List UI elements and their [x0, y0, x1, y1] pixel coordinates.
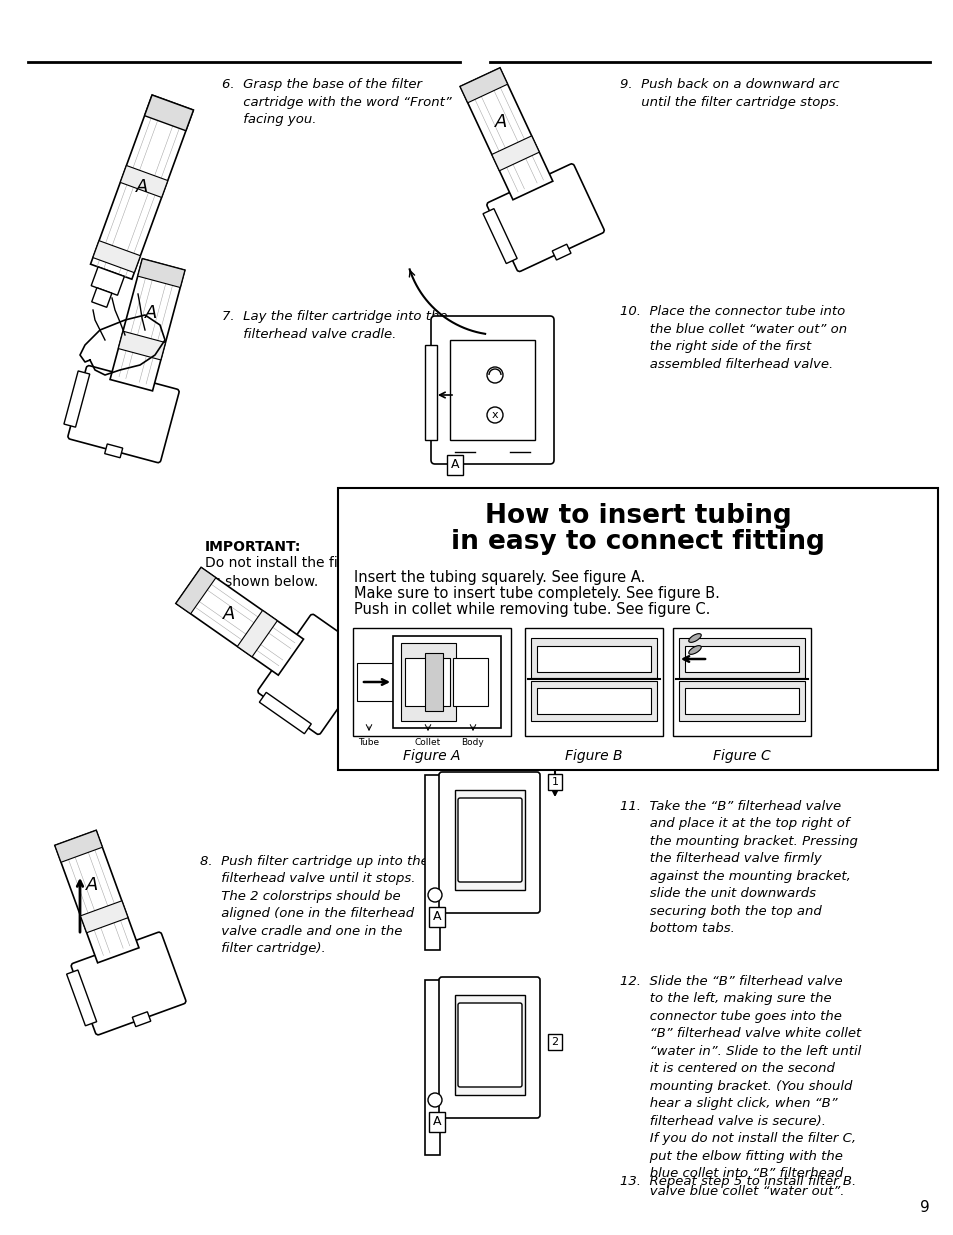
Bar — [91, 95, 193, 279]
Bar — [679, 638, 804, 678]
FancyBboxPatch shape — [438, 977, 539, 1118]
Bar — [684, 688, 799, 714]
Bar — [492, 136, 538, 170]
Text: 1: 1 — [551, 777, 558, 787]
Bar — [482, 209, 517, 263]
Bar — [110, 259, 185, 390]
Text: A: A — [144, 304, 156, 322]
Bar — [105, 443, 123, 458]
Bar — [453, 658, 488, 706]
Bar — [145, 95, 193, 131]
Text: How to insert tubing: How to insert tubing — [484, 503, 791, 529]
Text: A: A — [135, 178, 148, 196]
Text: 12.  Slide the “B” filterhead valve
       to the left, making sure the
       c: 12. Slide the “B” filterhead valve to th… — [619, 974, 861, 1198]
Text: A: A — [433, 910, 441, 924]
Bar — [524, 629, 662, 736]
Text: Figure A: Figure A — [403, 748, 460, 763]
Text: Insert the tubing squarely. See figure A.: Insert the tubing squarely. See figure A… — [354, 571, 644, 585]
Circle shape — [486, 408, 502, 424]
Text: A: A — [335, 657, 354, 673]
Bar — [91, 288, 112, 308]
Bar — [356, 663, 395, 701]
Bar — [424, 776, 439, 950]
Text: A: A — [433, 1115, 441, 1129]
Text: 10.  Place the connector tube into
       the blue collet “water out” on
       : 10. Place the connector tube into the bl… — [619, 305, 846, 370]
Bar — [537, 688, 650, 714]
Circle shape — [428, 888, 441, 902]
Bar — [175, 567, 303, 676]
Text: Collet: Collet — [415, 739, 440, 747]
Text: in easy to connect fitting: in easy to connect fitting — [451, 529, 824, 555]
FancyBboxPatch shape — [486, 164, 603, 272]
Ellipse shape — [688, 646, 700, 655]
Bar — [459, 68, 552, 200]
FancyBboxPatch shape — [457, 798, 521, 882]
Text: A: A — [223, 605, 235, 624]
Circle shape — [428, 1093, 441, 1107]
Text: A: A — [495, 114, 507, 131]
FancyBboxPatch shape — [457, 1003, 521, 1087]
FancyBboxPatch shape — [431, 316, 554, 464]
Text: 8.  Push filter cartridge up into the
     filterhead valve until it stops.
    : 8. Push filter cartridge up into the fil… — [200, 855, 428, 956]
Bar — [531, 680, 657, 721]
Text: A: A — [87, 876, 99, 894]
FancyBboxPatch shape — [257, 614, 373, 735]
Text: 13.  Repeat step 5 to install filter B.: 13. Repeat step 5 to install filter B. — [619, 1174, 856, 1188]
Bar — [424, 981, 439, 1155]
Bar — [393, 636, 500, 727]
Bar — [455, 995, 524, 1095]
Text: IMPORTANT:: IMPORTANT: — [205, 540, 301, 555]
Bar — [132, 1011, 151, 1026]
Text: 2: 2 — [551, 1037, 558, 1047]
Bar — [459, 68, 507, 103]
Bar — [80, 900, 128, 932]
Text: 11.  Take the “B” filterhead valve
       and place it at the top right of
     : 11. Take the “B” filterhead valve and pl… — [619, 800, 857, 935]
Bar — [405, 658, 450, 706]
Bar — [424, 653, 442, 711]
Text: Do not install the filter cartridge
as shown below.: Do not install the filter cartridge as s… — [205, 556, 429, 589]
Bar — [552, 245, 571, 261]
Bar — [337, 687, 355, 705]
Text: Figure C: Figure C — [713, 748, 770, 763]
Text: Make sure to insert tube completely. See figure B.: Make sure to insert tube completely. See… — [354, 585, 720, 601]
Bar — [450, 340, 535, 440]
Text: Figure B: Figure B — [565, 748, 622, 763]
Bar — [91, 267, 124, 295]
Bar — [400, 643, 456, 721]
FancyBboxPatch shape — [71, 932, 186, 1035]
Text: 9: 9 — [920, 1200, 929, 1215]
Bar — [531, 638, 657, 678]
FancyBboxPatch shape — [68, 366, 179, 463]
Text: x: x — [491, 410, 497, 420]
Bar — [679, 680, 804, 721]
Bar — [455, 790, 524, 890]
Circle shape — [486, 367, 502, 383]
Bar — [537, 646, 650, 672]
Bar — [684, 646, 799, 672]
Bar — [175, 567, 215, 614]
Bar — [67, 969, 96, 1026]
Bar — [337, 488, 937, 769]
Bar — [64, 370, 90, 427]
Text: 6.  Grasp the base of the filter
     cartridge with the word “Front”
     facin: 6. Grasp the base of the filter cartridg… — [222, 78, 452, 126]
Text: 7.  Lay the filter cartridge into the
     filterhead valve cradle.: 7. Lay the filter cartridge into the fil… — [222, 310, 447, 341]
Bar — [424, 345, 436, 440]
Bar — [353, 629, 511, 736]
Ellipse shape — [688, 634, 700, 642]
Bar — [120, 165, 168, 198]
Bar — [118, 331, 165, 359]
Bar — [55, 830, 102, 862]
Bar — [237, 610, 277, 657]
FancyBboxPatch shape — [438, 772, 539, 913]
Text: Push in collet while removing tube. See figure C.: Push in collet while removing tube. See … — [354, 601, 710, 618]
Text: 9.  Push back on a downward arc
     until the filter cartridge stops.: 9. Push back on a downward arc until the… — [619, 78, 839, 109]
Bar — [92, 241, 140, 273]
Text: Body: Body — [461, 739, 484, 747]
Bar — [672, 629, 810, 736]
Bar — [137, 259, 185, 288]
Text: Tube: Tube — [358, 739, 379, 747]
Bar — [55, 830, 139, 963]
Text: A: A — [450, 458, 458, 472]
Bar — [259, 693, 311, 734]
